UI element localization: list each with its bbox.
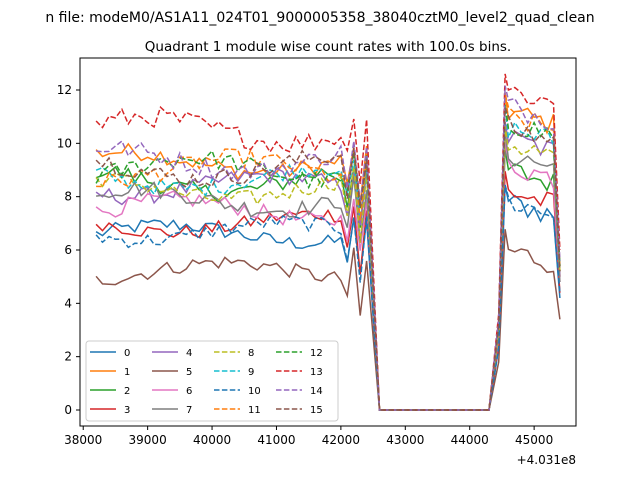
y-tick-label: 8 <box>64 190 72 204</box>
series-line-15 <box>95 107 561 411</box>
x-tick-label: 44000 <box>451 433 489 447</box>
y-tick-label: 0 <box>64 403 72 417</box>
legend-label-9: 9 <box>248 367 254 378</box>
series-line-14 <box>96 85 561 411</box>
y-tick-label: 10 <box>57 136 72 150</box>
legend-label-8: 8 <box>248 348 254 359</box>
legend-label-12: 12 <box>310 348 323 359</box>
y-tick-label: 2 <box>64 350 72 364</box>
x-axis-offset-label: +4.031e8 <box>517 453 576 467</box>
legend-label-0: 0 <box>124 348 130 359</box>
x-tick-label: 45000 <box>515 433 553 447</box>
legend-label-1: 1 <box>124 367 130 378</box>
y-tick-label: 6 <box>64 243 72 257</box>
x-tick-label: 39000 <box>129 433 167 447</box>
legend-label-13: 13 <box>310 367 323 378</box>
series-line-12 <box>95 104 561 411</box>
y-tick-label: 12 <box>57 83 72 97</box>
legend-label-5: 5 <box>186 367 192 378</box>
x-tick-label: 41000 <box>257 433 295 447</box>
legend-label-7: 7 <box>186 405 192 416</box>
x-tick-label: 38000 <box>64 433 102 447</box>
legend-label-10: 10 <box>248 386 261 397</box>
legend-label-4: 4 <box>186 348 192 359</box>
x-axis: 38000 39000 40000 41000 42000 43000 44000 45000 <box>64 426 553 447</box>
legend-frame <box>85 340 339 422</box>
y-axis: 0 2 4 6 8 10 12 <box>57 83 80 417</box>
y-tick-label: 4 <box>64 296 72 310</box>
series-line-9 <box>95 104 561 411</box>
legend-label-14: 14 <box>310 386 323 397</box>
legend-label-6: 6 <box>186 386 192 397</box>
axes-frame <box>79 57 577 427</box>
chart-title: Quadrant 1 module wise count rates with … <box>145 39 511 55</box>
legend-label-11: 11 <box>248 405 261 416</box>
series-line-5 <box>95 229 561 411</box>
figure-suptitle: n file: modeM0/AS1A11_024T01_9000005358_… <box>45 10 594 26</box>
legend-label-3: 3 <box>124 405 130 416</box>
x-tick-label: 43000 <box>386 433 424 447</box>
series-line-10 <box>95 184 561 411</box>
legend-label-15: 15 <box>310 405 323 416</box>
legend-label-2: 2 <box>124 386 130 397</box>
plot-lines <box>95 73 561 411</box>
x-tick-label: 42000 <box>322 433 360 447</box>
x-tick-label: 40000 <box>193 433 231 447</box>
